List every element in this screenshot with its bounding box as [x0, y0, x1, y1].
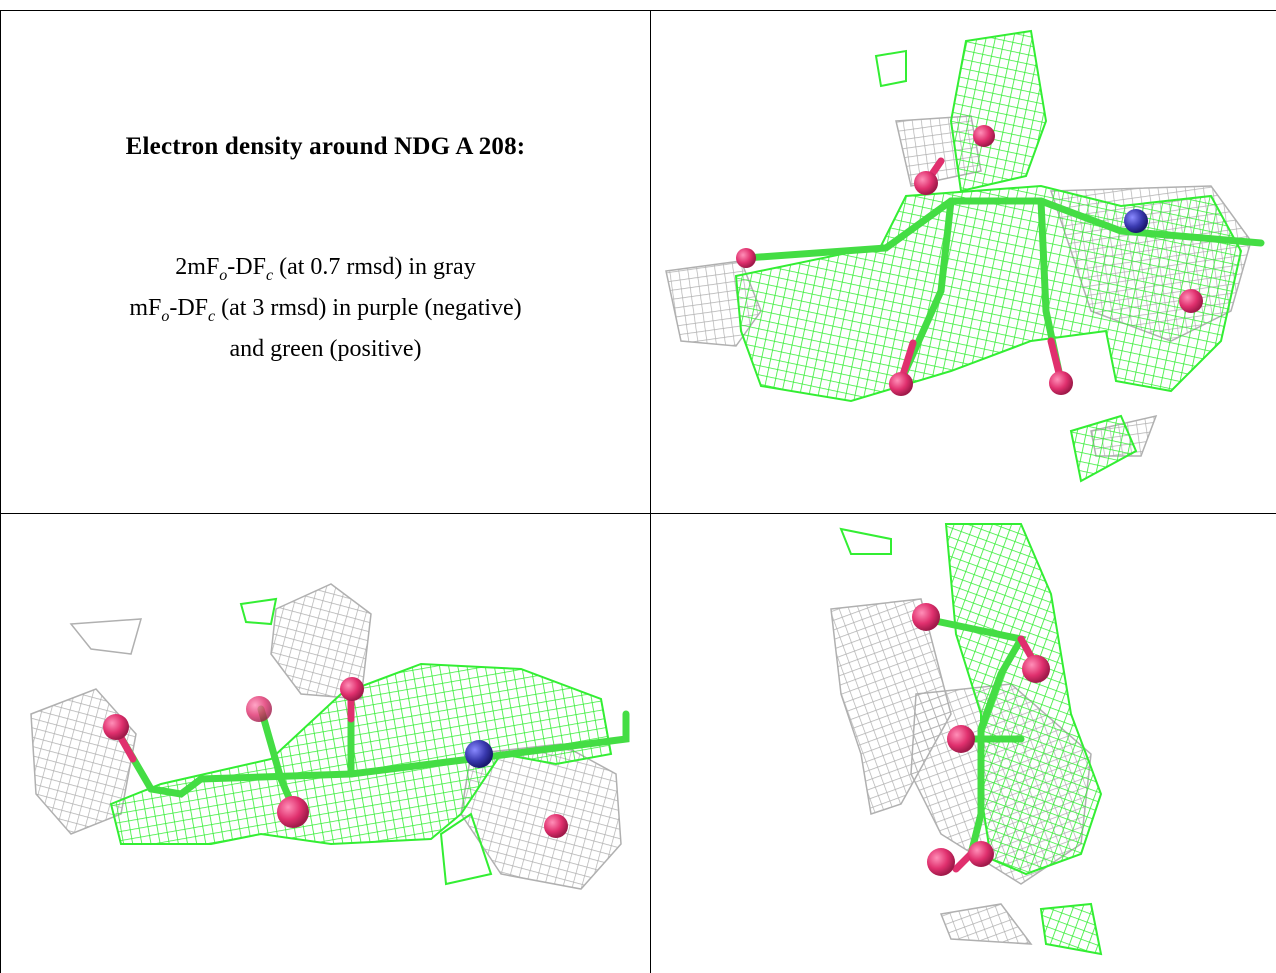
table-border-middle: [0, 513, 1276, 514]
legend-line-3: and green (positive): [229, 335, 422, 362]
caption-cell: Electron density around NDG A 208: 2mFo-…: [1, 11, 650, 513]
legend-2-sub2: c: [208, 307, 216, 325]
density-view-bottom-left: [1, 514, 650, 973]
density-view-top-right: [651, 11, 1276, 513]
legend-2-suffix: (at 3 rmsd) in purple (negative): [215, 294, 522, 321]
table-border-top: [0, 10, 1276, 11]
legend-1-suffix: (at 0.7 rmsd) in gray: [273, 254, 476, 280]
density-view-bottom-right: [651, 514, 1276, 973]
legend-2-sub1: o: [161, 307, 170, 325]
table-border-center: [650, 10, 651, 973]
legend-line-2: mFo-DFc (at 3 rmsd) in purple (negative): [1, 292, 650, 333]
legend-1-sub1: o: [219, 266, 228, 284]
legend-1-prefix: 2mF: [175, 254, 220, 280]
legend-text: 2mFo-DFc (at 0.7 rmsd) in gray mFo-DFc (…: [1, 251, 650, 365]
legend-2-prefix: mF: [129, 294, 162, 321]
density-render-3: [830, 523, 1103, 956]
density-render-1: [665, 29, 1265, 483]
legend-line-1: 2mFo-DFc (at 0.7 rmsd) in gray: [1, 251, 650, 292]
legend-2-mid: -DF: [169, 294, 208, 321]
legend-1-sub2: c: [265, 266, 274, 284]
density-render-2: [30, 583, 630, 890]
figure-title: Electron density around NDG A 208:: [125, 133, 526, 160]
legend-1-mid: -DF: [227, 254, 266, 280]
table-border-left: [0, 10, 1, 973]
